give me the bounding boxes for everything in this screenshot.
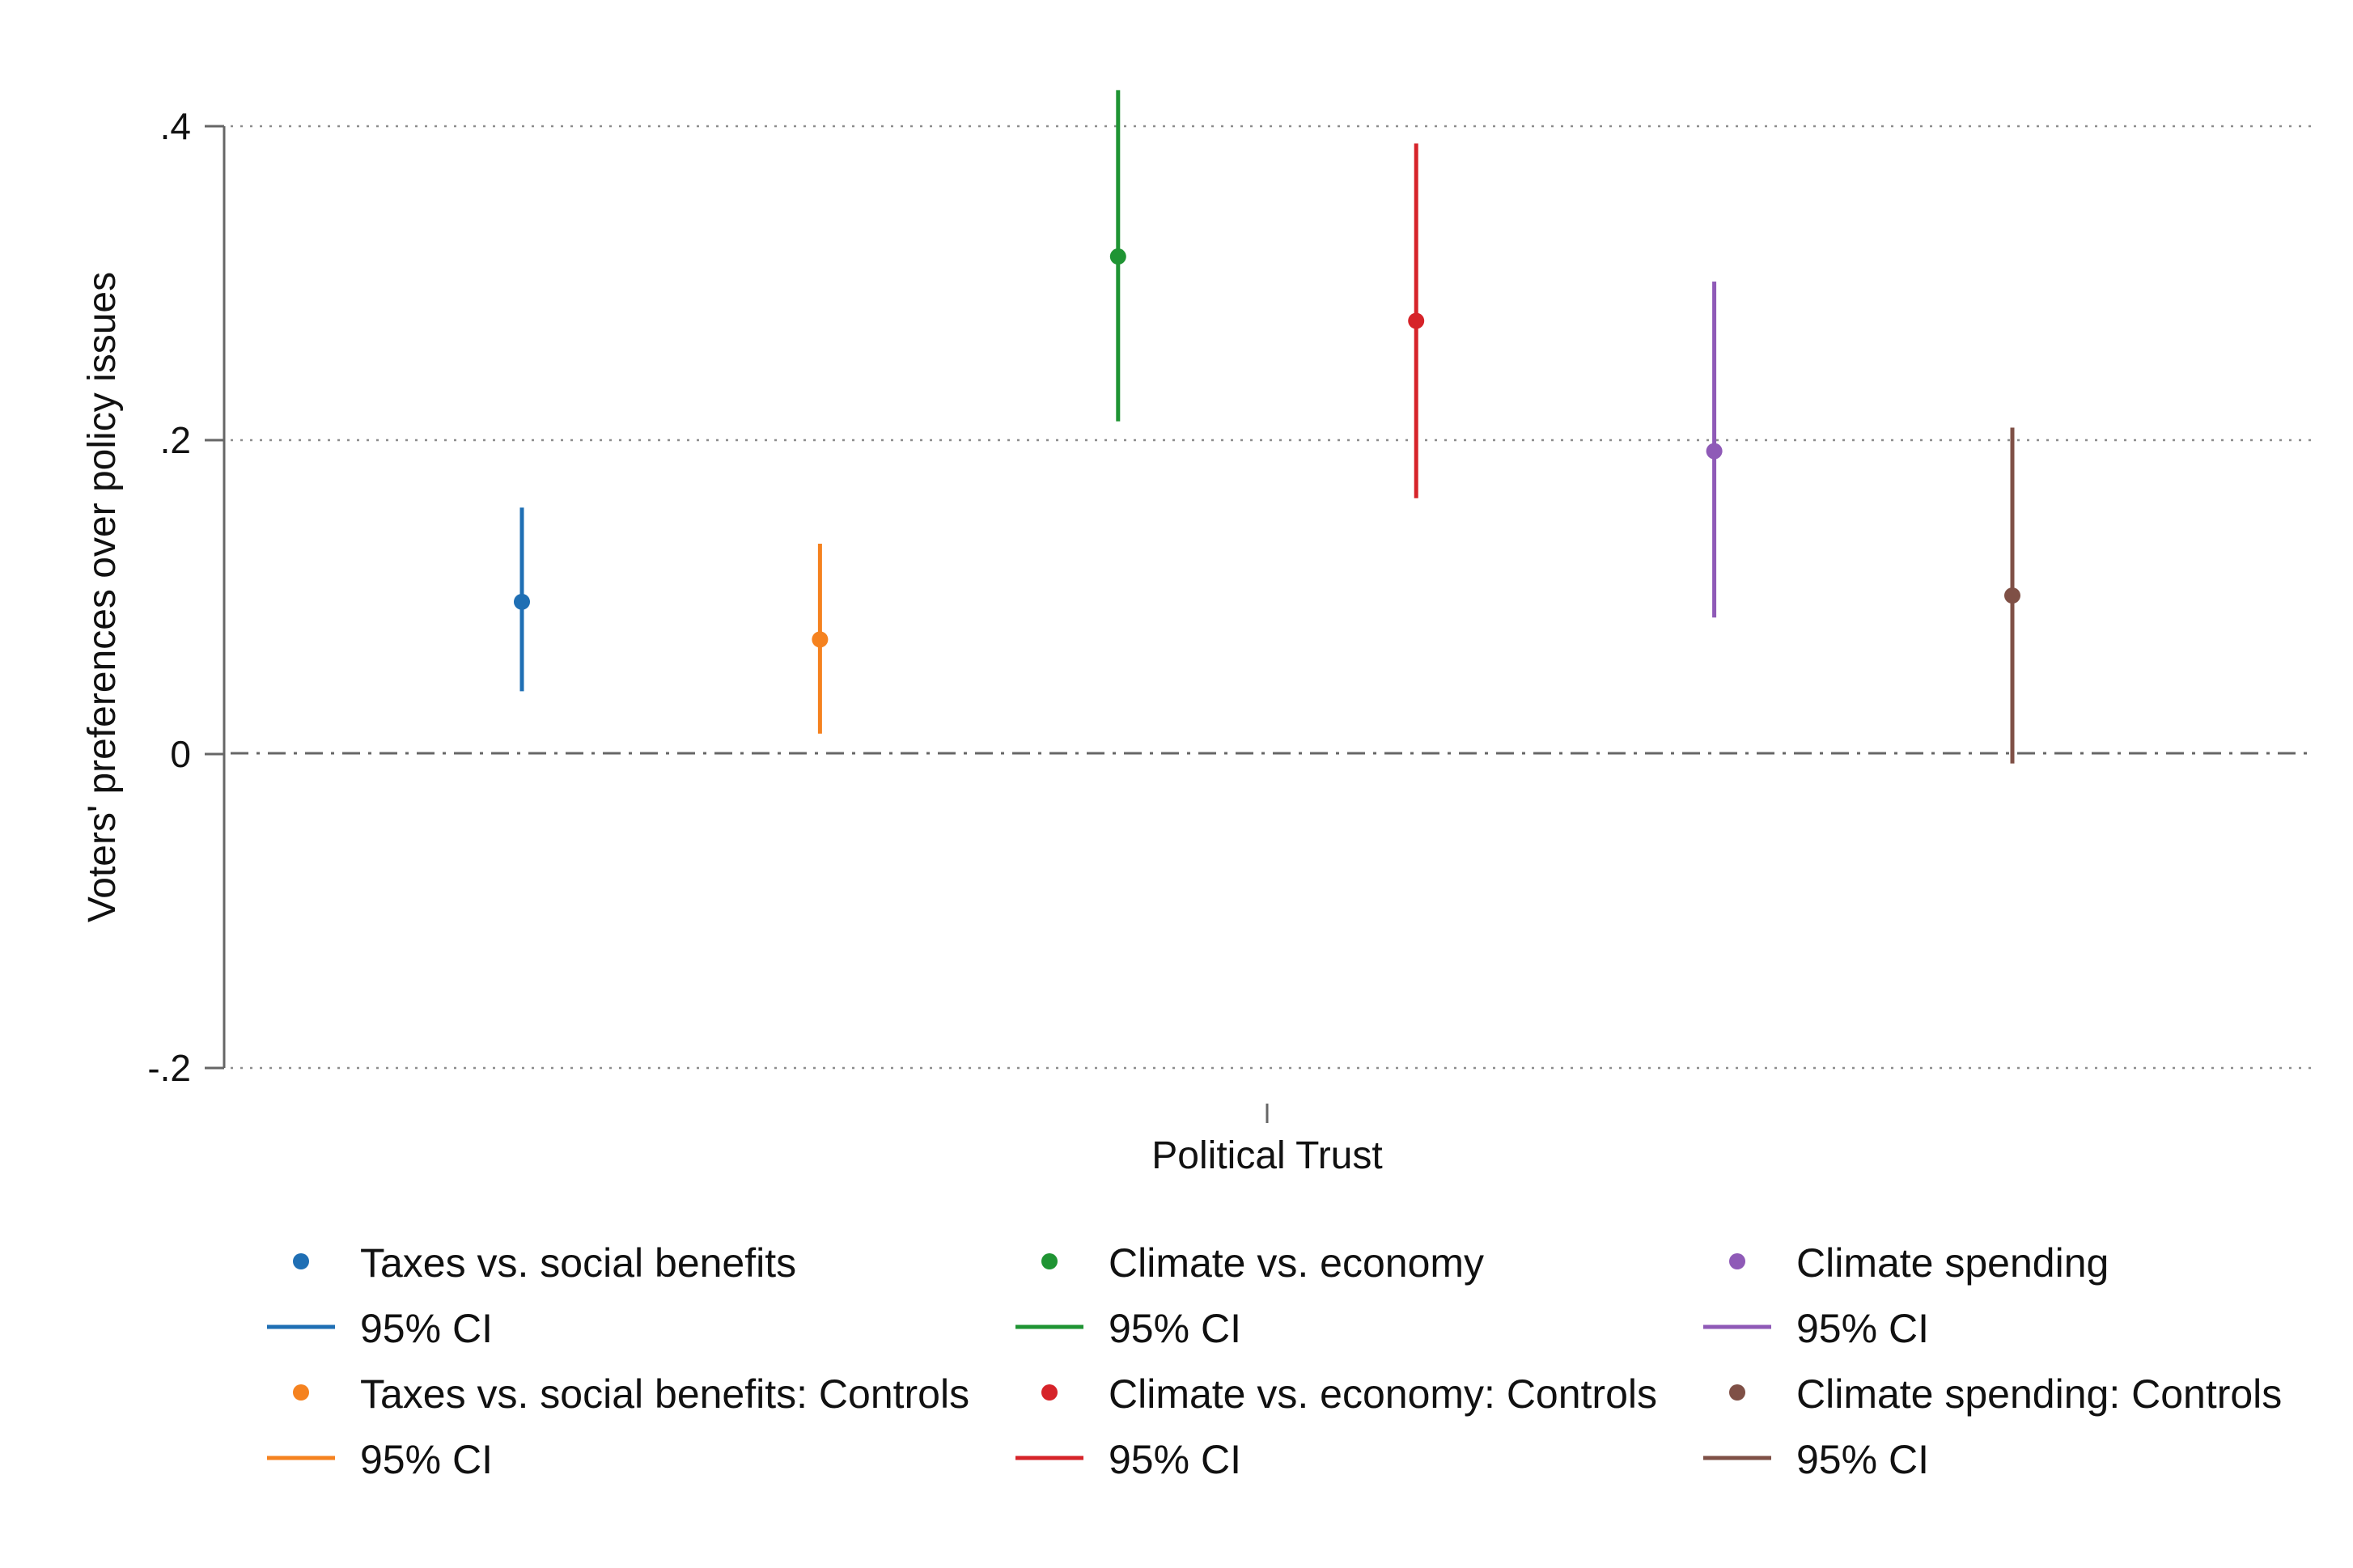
estimates <box>514 90 2020 764</box>
legend-ci-label: 95% CI <box>360 1437 493 1482</box>
legend-label: Climate spending: Controls <box>1796 1371 2282 1417</box>
estimate-point <box>1109 248 1126 265</box>
legend-ci-label: 95% CI <box>360 1306 493 1351</box>
estimate-point <box>2004 587 2020 604</box>
estimate-point <box>1408 312 1425 329</box>
estimate-point <box>812 631 829 648</box>
legend-ci-label: 95% CI <box>1796 1306 1929 1351</box>
legend-label: Climate vs. economy: Controls <box>1109 1371 1657 1417</box>
y-tick-label: .2 <box>160 419 191 461</box>
legend-point-marker <box>1041 1253 1058 1269</box>
x-axis-title: Political Trust <box>1151 1134 1382 1177</box>
estimate-point <box>1706 443 1723 460</box>
legend: Taxes vs. social benefits 95% CI Taxes vs.… <box>267 1240 2282 1482</box>
legend-ci-label: 95% CI <box>1796 1437 1929 1482</box>
legend-label: Taxes vs. social benefits: Controls <box>360 1371 969 1417</box>
legend-point-marker <box>1729 1253 1745 1269</box>
legend-point-marker <box>293 1384 309 1401</box>
y-tick-label: .4 <box>160 105 191 147</box>
y-tick-label: 0 <box>170 733 191 775</box>
estimate-point <box>514 593 530 610</box>
gridlines <box>231 125 2314 1070</box>
legend-label: Climate spending <box>1796 1240 2109 1286</box>
legend-point-marker <box>293 1253 309 1269</box>
y-axis-title: Voters' preferences over policy issues <box>81 272 124 922</box>
legend-point-marker <box>1729 1384 1745 1401</box>
legend-label: Taxes vs. social benefits <box>360 1240 796 1286</box>
y-axis-ticks: .4 .2 0 -.2 <box>147 105 224 1089</box>
y-tick-label: -.2 <box>147 1047 191 1089</box>
legend-ci-label: 95% CI <box>1109 1306 1241 1351</box>
legend-point-marker <box>1041 1384 1058 1401</box>
legend-label: Climate vs. economy <box>1109 1240 1484 1286</box>
legend-ci-label: 95% CI <box>1109 1437 1241 1482</box>
